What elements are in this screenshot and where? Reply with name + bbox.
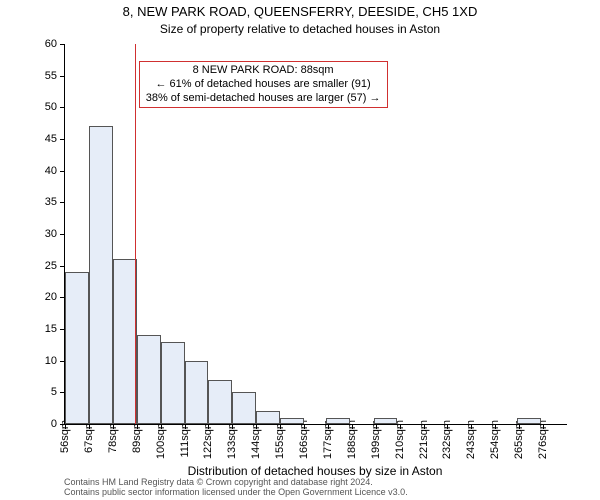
histogram-bar [374, 418, 398, 424]
footer-line2: Contains public sector information licen… [64, 488, 566, 498]
y-tick [60, 266, 65, 267]
y-tick-label: 5 [31, 386, 57, 398]
y-tick-label: 10 [31, 355, 57, 367]
x-tick-label: 199sqm [370, 420, 382, 459]
y-tick [60, 44, 65, 45]
histogram-bar [161, 342, 185, 424]
x-tick-label: 122sqm [202, 420, 214, 459]
y-tick [60, 139, 65, 140]
y-tick-label: 30 [31, 228, 57, 240]
annotation-box: 8 NEW PARK ROAD: 88sqm← 61% of detached … [139, 61, 388, 108]
chart-subtitle: Size of property relative to detached ho… [0, 22, 600, 36]
histogram-bar [517, 418, 541, 424]
x-tick-label: 67sqm [83, 420, 95, 453]
histogram-bar [326, 418, 350, 424]
y-tick [60, 107, 65, 108]
x-tick-label: 210sqm [394, 420, 406, 459]
histogram-bar [65, 272, 89, 424]
histogram-bar [89, 126, 113, 424]
x-tick-label: 276sqm [537, 420, 549, 459]
x-tick-label: 89sqm [131, 420, 143, 453]
histogram-bar [256, 411, 280, 424]
x-tick-label: 265sqm [513, 420, 525, 459]
histogram-bar [208, 380, 232, 424]
x-tick-label: 78sqm [107, 420, 119, 453]
y-tick-label: 60 [31, 38, 57, 50]
x-tick-label: 56sqm [59, 420, 71, 453]
histogram-bar [185, 361, 209, 424]
y-tick-label: 50 [31, 101, 57, 113]
y-tick-label: 0 [31, 418, 57, 430]
y-tick-label: 20 [31, 291, 57, 303]
x-tick-label: 188sqm [346, 420, 358, 459]
annotation-line: ← 61% of detached houses are smaller (91… [146, 78, 381, 92]
y-tick-label: 25 [31, 260, 57, 272]
x-tick-label: 144sqm [250, 420, 262, 459]
x-tick-label: 100sqm [155, 420, 167, 459]
histogram-bar [232, 392, 256, 424]
x-tick-label: 111sqm [179, 420, 191, 458]
histogram-bar [280, 418, 304, 424]
reference-line [135, 44, 136, 424]
x-tick-label: 166sqm [298, 420, 310, 459]
histogram-bar [137, 335, 161, 424]
y-tick [60, 76, 65, 77]
y-tick [60, 171, 65, 172]
x-tick-label: 155sqm [274, 420, 286, 459]
y-tick-label: 45 [31, 133, 57, 145]
y-tick-label: 15 [31, 323, 57, 335]
y-tick [60, 234, 65, 235]
y-tick [60, 202, 65, 203]
plot-area: 05101520253035404550556056sqm67sqm78sqm8… [64, 44, 567, 425]
chart-title: 8, NEW PARK ROAD, QUEENSFERRY, DEESIDE, … [0, 4, 600, 19]
x-tick-label: 243sqm [465, 420, 477, 459]
x-tick-label: 221sqm [418, 420, 430, 459]
x-tick-label: 133sqm [226, 420, 238, 459]
y-tick-label: 55 [31, 70, 57, 82]
chart-container: 8, NEW PARK ROAD, QUEENSFERRY, DEESIDE, … [0, 0, 600, 500]
x-tick-label: 177sqm [322, 420, 334, 459]
footer-attribution: Contains HM Land Registry data © Crown c… [64, 478, 566, 498]
annotation-line: 8 NEW PARK ROAD: 88sqm [146, 64, 381, 78]
x-tick-label: 254sqm [489, 420, 501, 459]
y-tick-label: 35 [31, 196, 57, 208]
x-tick-label: 232sqm [441, 420, 453, 459]
y-axis-label-wrap: Number of detached properties [14, 44, 26, 424]
histogram-bar [113, 259, 137, 424]
annotation-line: 38% of semi-detached houses are larger (… [146, 92, 381, 106]
x-axis-label: Distribution of detached houses by size … [64, 464, 566, 478]
y-tick-label: 40 [31, 165, 57, 177]
